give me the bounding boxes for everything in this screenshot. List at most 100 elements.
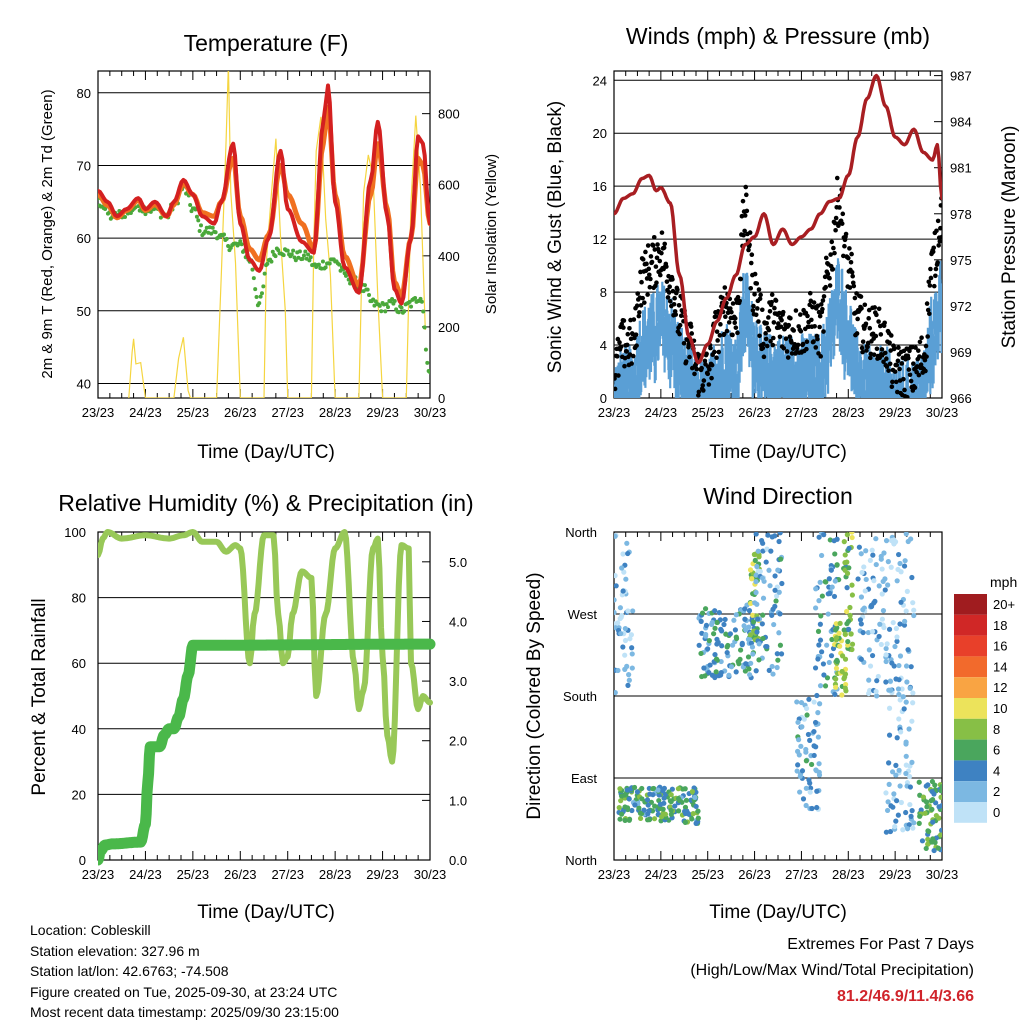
gust-point <box>751 303 756 309</box>
direction-point <box>825 611 831 617</box>
gust-point <box>939 234 942 240</box>
direction-point <box>858 551 864 557</box>
legend-label: 16 <box>993 639 1007 654</box>
direction-point <box>922 810 928 816</box>
direction-point <box>871 600 877 606</box>
dewpoint-point <box>367 292 372 297</box>
gust-point <box>645 243 651 248</box>
gust-point <box>791 328 797 333</box>
gust-point <box>931 283 937 289</box>
dewpoint-point <box>258 294 263 299</box>
direction-point <box>863 548 869 554</box>
direction-point <box>741 623 747 629</box>
gust-point <box>650 243 656 248</box>
gust-point <box>658 272 663 278</box>
gust-point <box>752 292 757 297</box>
winds-ylabel: Sonic Wind & Gust (Blue, Black) <box>545 101 566 373</box>
direction-point <box>897 653 904 659</box>
direction-point <box>701 665 707 671</box>
gust-point <box>804 339 810 345</box>
direction-point <box>813 605 819 611</box>
gust-point <box>831 245 836 251</box>
gust-point <box>917 339 923 345</box>
direction-point <box>722 616 728 623</box>
direction-point <box>693 803 699 810</box>
y-tick-label: 40 <box>77 376 91 391</box>
gust-point <box>664 264 669 269</box>
gust-point <box>860 349 865 355</box>
direction-point <box>909 759 915 765</box>
gust-point <box>804 346 809 352</box>
direction-point <box>842 674 848 680</box>
direction-point <box>834 562 840 568</box>
direction-point <box>698 618 704 624</box>
gust-point <box>778 324 784 330</box>
direction-point <box>844 570 851 576</box>
gust-point <box>681 340 687 346</box>
direction-point <box>896 662 902 669</box>
direction-point <box>929 806 935 812</box>
direction-point <box>849 582 855 588</box>
direction-point <box>742 606 748 612</box>
gust-point <box>881 359 886 365</box>
legend-swatch <box>954 760 987 782</box>
direction-point <box>903 741 909 747</box>
direction-point <box>626 817 632 823</box>
gust-point <box>701 388 706 393</box>
direction-point <box>815 710 821 716</box>
gust-point <box>647 284 653 290</box>
y2-tick-label: 2.0 <box>449 734 467 749</box>
direction-point <box>772 587 778 593</box>
direction-point <box>617 605 623 611</box>
direction-point <box>859 569 865 576</box>
direction-point <box>858 594 865 600</box>
gust-point <box>931 245 937 251</box>
dewpoint-point <box>270 249 275 254</box>
direction-point <box>811 728 817 735</box>
wind-direction-panel: Wind Direction 23/23 24/23 25/23 26/23 27/23… <box>524 483 1017 923</box>
direction-point <box>855 576 861 582</box>
direction-point <box>897 783 903 789</box>
direction-point <box>895 686 902 692</box>
direction-point <box>892 643 898 650</box>
dewpoint-point <box>362 283 367 288</box>
gust-point <box>847 246 852 251</box>
gust-point <box>907 372 913 378</box>
y-tick-label: 100 <box>64 525 86 540</box>
direction-point <box>703 622 710 629</box>
direction-point <box>689 789 695 795</box>
gust-point <box>916 372 922 378</box>
dewpoint-point <box>265 261 270 266</box>
direction-point <box>803 705 810 712</box>
gust-point <box>644 261 649 267</box>
direction-point <box>748 640 755 646</box>
gust-point <box>840 211 846 217</box>
gust-point <box>704 351 709 357</box>
direction-point <box>873 561 879 568</box>
direction-point <box>886 626 893 632</box>
dewpoint-point <box>337 262 342 267</box>
gust-point <box>696 393 701 398</box>
direction-point <box>728 664 735 670</box>
gust-point <box>823 255 829 261</box>
direction-point <box>712 651 718 658</box>
y2-tick-label: 978 <box>950 207 972 222</box>
y2-tick-label: 966 <box>950 391 972 406</box>
direction-point <box>775 657 781 663</box>
direction-point <box>615 667 621 674</box>
gust-point <box>854 331 860 336</box>
y2-tick-label: 0.0 <box>449 853 467 868</box>
direction-point <box>865 629 871 636</box>
speed-legend: mph 20+ 18 16 14 12 10 8 6 4 2 0 <box>954 574 1017 823</box>
direction-point <box>731 617 737 623</box>
gust-point <box>705 371 711 377</box>
y-tick-label: 70 <box>77 158 91 173</box>
direction-point <box>714 619 720 626</box>
gust-point <box>622 363 627 369</box>
direction-point <box>712 625 718 631</box>
direction-point <box>657 805 663 812</box>
gust-point <box>874 346 880 352</box>
direction-point <box>798 699 805 706</box>
dewpoint-point <box>209 231 214 236</box>
gust-point <box>925 334 930 339</box>
